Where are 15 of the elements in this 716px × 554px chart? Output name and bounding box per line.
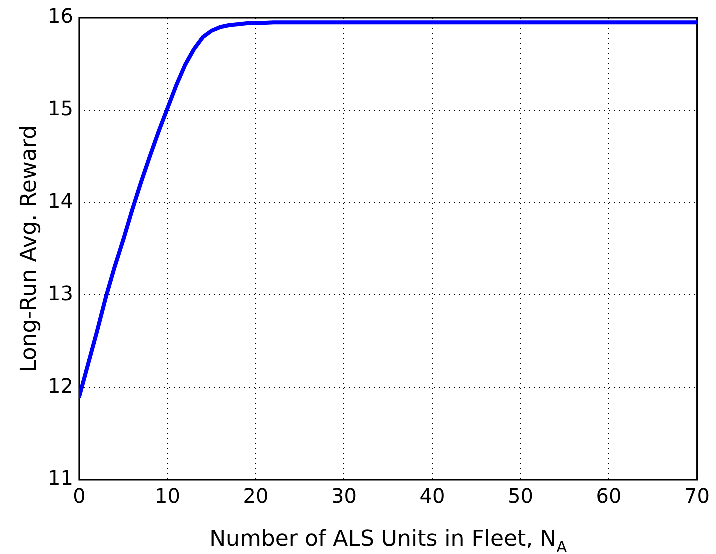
y-tick-label: 14 xyxy=(48,189,74,214)
x-tick-label: 30 xyxy=(332,484,357,508)
y-tick-label: 13 xyxy=(48,281,74,306)
x-tick-label: 50 xyxy=(508,484,534,508)
x-tick-label: 10 xyxy=(154,484,180,508)
x-tick-label: 40 xyxy=(420,484,446,508)
x-tick-label: 60 xyxy=(596,484,622,508)
y-tick-label: 11 xyxy=(48,466,74,490)
y-axis-title: Long-Run Avg. Reward xyxy=(17,125,42,373)
y-tick-label: 12 xyxy=(48,374,74,398)
y-tick-label: 16 xyxy=(48,4,74,28)
x-tick-label: 70 xyxy=(684,484,710,508)
x-tick-label: 0 xyxy=(73,484,86,508)
y-tick-label: 15 xyxy=(48,96,74,121)
x-tick-label: 20 xyxy=(243,484,269,508)
